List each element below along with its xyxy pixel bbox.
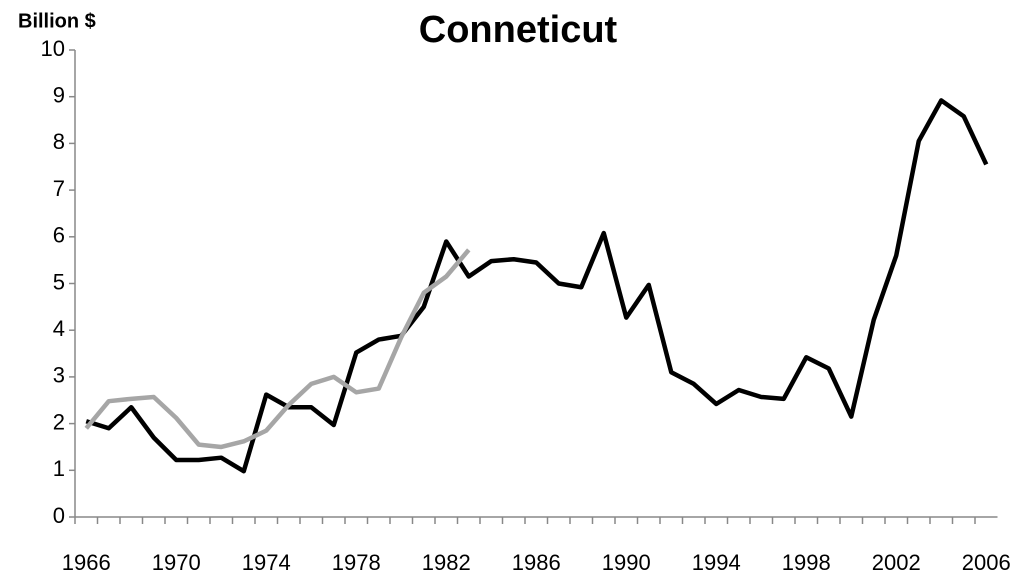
y-tick-label: 7: [53, 176, 65, 201]
y-tick-label: 3: [53, 363, 65, 388]
x-tick-label: 1990: [602, 550, 651, 575]
x-tick-label: 1974: [242, 550, 291, 575]
x-tick-label: 2002: [872, 550, 921, 575]
y-tick-label: 1: [53, 456, 65, 481]
x-tick-label: 1978: [332, 550, 381, 575]
y-tick-label: 2: [53, 409, 65, 434]
y-tick-label: 4: [53, 316, 65, 341]
x-tick-label: 1998: [782, 550, 831, 575]
x-tick-label: 1994: [692, 550, 741, 575]
x-tick-label: 2006: [962, 550, 1011, 575]
y-axis-label: Billion $: [18, 10, 96, 32]
y-tick-label: 6: [53, 223, 65, 248]
y-tick-label: 5: [53, 269, 65, 294]
x-tick-label: 1986: [512, 550, 561, 575]
chart-title: Conneticut: [419, 9, 618, 51]
x-tick-label: 1966: [62, 550, 111, 575]
x-tick-label: 1982: [422, 550, 471, 575]
series-line: [84, 248, 471, 450]
y-tick-label: 0: [53, 503, 65, 528]
y-tick-label: 9: [53, 83, 65, 108]
series-line: [85, 98, 989, 474]
y-tick-label: 8: [53, 129, 65, 154]
x-tick-label: 1970: [152, 550, 201, 575]
y-tick-label: 10: [41, 36, 65, 61]
